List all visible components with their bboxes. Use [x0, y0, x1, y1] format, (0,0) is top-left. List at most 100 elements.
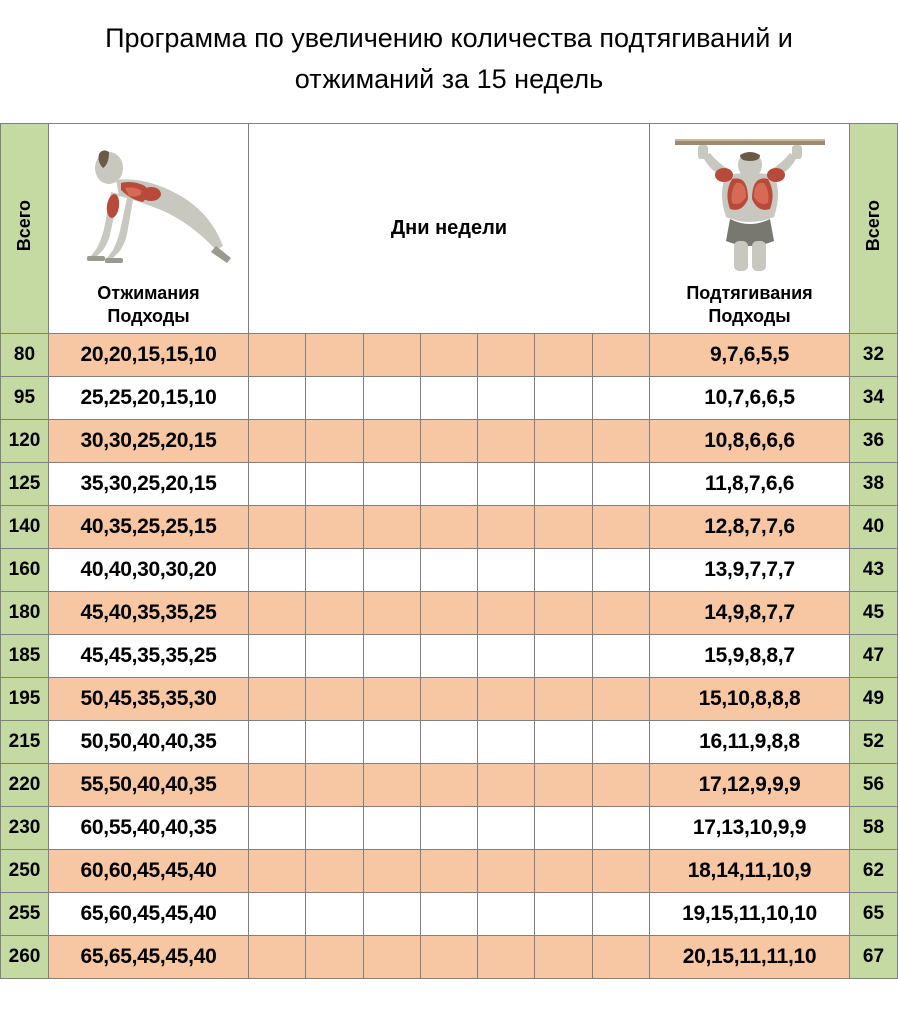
pushup-total: 95	[1, 377, 49, 420]
pullup-sets: 12,8,7,7,6	[650, 506, 850, 549]
pushup-sets: 65,60,45,45,40	[49, 893, 249, 936]
day-cell	[535, 936, 592, 979]
day-cell	[420, 764, 477, 807]
program-table: Всего	[0, 123, 898, 979]
day-cell	[306, 377, 363, 420]
day-cell	[592, 936, 649, 979]
day-cell	[363, 334, 420, 377]
pushup-total: 140	[1, 506, 49, 549]
header-days: Дни недели	[249, 124, 650, 334]
day-cell	[363, 549, 420, 592]
pullup-figure	[650, 124, 849, 282]
day-cell	[249, 549, 306, 592]
day-cell	[249, 463, 306, 506]
table-row: 18045,40,35,35,2514,9,8,7,745	[1, 592, 898, 635]
day-cell	[478, 807, 535, 850]
pushup-sets: 20,20,15,15,10	[49, 334, 249, 377]
day-cell	[363, 721, 420, 764]
day-cell	[478, 463, 535, 506]
day-cell	[420, 936, 477, 979]
pullup-sets: 17,13,10,9,9	[650, 807, 850, 850]
day-cell	[535, 721, 592, 764]
pushup-sets: 30,30,25,20,15	[49, 420, 249, 463]
total-label-right: Всего	[863, 196, 884, 255]
day-cell	[420, 807, 477, 850]
day-cell	[420, 463, 477, 506]
total-label-left: Всего	[14, 196, 35, 255]
day-cell	[363, 678, 420, 721]
day-cell	[535, 506, 592, 549]
day-cell	[363, 893, 420, 936]
day-cell	[478, 334, 535, 377]
pushup-total: 195	[1, 678, 49, 721]
pullup-total: 67	[850, 936, 898, 979]
day-cell	[535, 678, 592, 721]
pullup-sets: 14,9,8,7,7	[650, 592, 850, 635]
day-cell	[420, 850, 477, 893]
day-cell	[363, 592, 420, 635]
pullup-sets: 15,10,8,8,8	[650, 678, 850, 721]
table-row: 23060,55,40,40,3517,13,10,9,958	[1, 807, 898, 850]
day-cell	[306, 721, 363, 764]
header-total-left: Всего	[1, 124, 49, 334]
day-cell	[592, 721, 649, 764]
day-cell	[535, 334, 592, 377]
pushup-total: 80	[1, 334, 49, 377]
day-cell	[592, 463, 649, 506]
day-cell	[420, 721, 477, 764]
table-row: 14040,35,25,25,1512,8,7,7,640	[1, 506, 898, 549]
table-row: 8020,20,15,15,10 9,7,6,5,532	[1, 334, 898, 377]
day-cell	[478, 721, 535, 764]
day-cell	[420, 678, 477, 721]
day-cell	[363, 850, 420, 893]
day-cell	[592, 334, 649, 377]
day-cell	[592, 420, 649, 463]
day-cell	[420, 420, 477, 463]
day-cell	[249, 850, 306, 893]
pullup-sets: 10,8,6,6,6	[650, 420, 850, 463]
day-cell	[363, 377, 420, 420]
table-row: 9525,25,20,15,1010,7,6,6,534	[1, 377, 898, 420]
pullup-total: 47	[850, 635, 898, 678]
pullup-sets: 20,15,11,11,10	[650, 936, 850, 979]
pullup-sets: 9,7,6,5,5	[650, 334, 850, 377]
pullup-total: 32	[850, 334, 898, 377]
pullup-total: 58	[850, 807, 898, 850]
pullup-sets: 19,15,11,10,10	[650, 893, 850, 936]
day-cell	[249, 721, 306, 764]
table-row: 16040,40,30,30,2013,9,7,7,743	[1, 549, 898, 592]
day-cell	[420, 334, 477, 377]
pushup-total: 250	[1, 850, 49, 893]
table-row: 12030,30,25,20,1510,8,6,6,636	[1, 420, 898, 463]
pushup-sets: 40,40,30,30,20	[49, 549, 249, 592]
days-label: Дни недели	[391, 217, 507, 239]
pushup-total: 185	[1, 635, 49, 678]
day-cell	[249, 377, 306, 420]
day-cell	[478, 549, 535, 592]
day-cell	[249, 420, 306, 463]
table-row: 25060,60,45,45,4018,14,11,10,962	[1, 850, 898, 893]
day-cell	[249, 678, 306, 721]
pullup-total: 43	[850, 549, 898, 592]
table-row: 12535,30,25,20,1511,8,7,6,638	[1, 463, 898, 506]
day-cell	[420, 592, 477, 635]
day-cell	[592, 377, 649, 420]
pullup-total: 52	[850, 721, 898, 764]
pushup-sets: 40,35,25,25,15	[49, 506, 249, 549]
pushup-sets: 65,65,45,45,40	[49, 936, 249, 979]
day-cell	[592, 549, 649, 592]
pullup-sets: 11,8,7,6,6	[650, 463, 850, 506]
header-pushups: Отжимания Подходы	[49, 124, 249, 334]
pullup-sets: 15,9,8,8,7	[650, 635, 850, 678]
pushup-figure	[49, 124, 248, 282]
pushup-total: 255	[1, 893, 49, 936]
day-cell	[592, 807, 649, 850]
day-cell	[535, 549, 592, 592]
day-cell	[535, 764, 592, 807]
day-cell	[478, 678, 535, 721]
day-cell	[306, 764, 363, 807]
table-row: 25565,60,45,45,4019,15,11,10,1065	[1, 893, 898, 936]
header-row: Всего	[1, 124, 898, 334]
day-cell	[249, 893, 306, 936]
day-cell	[249, 334, 306, 377]
